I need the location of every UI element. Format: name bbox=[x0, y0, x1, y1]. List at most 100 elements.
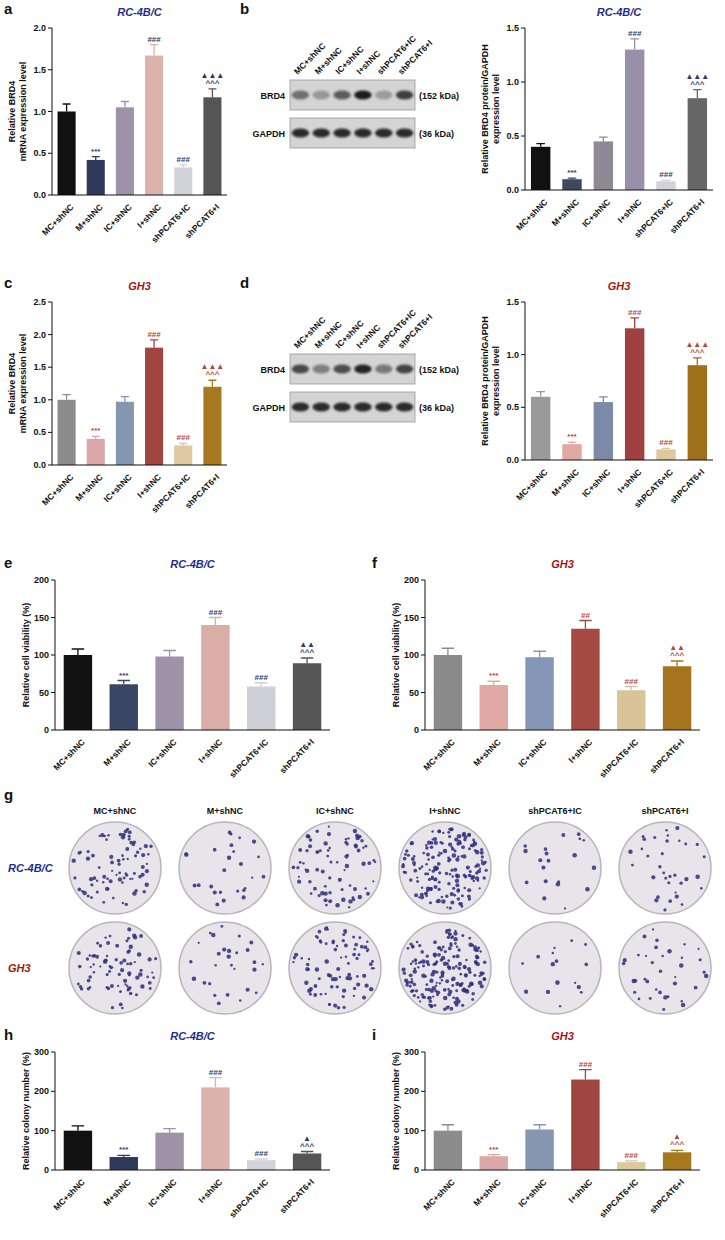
colony bbox=[541, 866, 545, 870]
colony bbox=[661, 852, 664, 855]
panel-label: h bbox=[4, 1026, 13, 1043]
error-bar bbox=[163, 651, 176, 657]
colony bbox=[431, 830, 433, 832]
colony bbox=[414, 958, 418, 962]
colony bbox=[357, 849, 361, 853]
colony bbox=[355, 957, 358, 960]
bar bbox=[110, 684, 138, 730]
colony bbox=[144, 844, 148, 848]
y-axis-label: Relative BRD4 protein/GAPDHexpression le… bbox=[480, 316, 501, 446]
colony bbox=[432, 838, 434, 840]
blot-strip bbox=[290, 118, 415, 148]
colony bbox=[315, 868, 319, 872]
y-tick-label: 0 bbox=[44, 725, 49, 735]
colony bbox=[452, 996, 455, 999]
colony bbox=[364, 845, 367, 848]
colony bbox=[683, 943, 685, 945]
colony bbox=[643, 934, 647, 938]
colony bbox=[344, 841, 347, 844]
colony bbox=[413, 968, 416, 971]
colony bbox=[120, 968, 124, 972]
colony bbox=[652, 928, 654, 930]
colony bbox=[436, 994, 439, 997]
blot-band bbox=[375, 365, 393, 374]
y-axis-label-line: mRNA expression level bbox=[18, 334, 28, 434]
colony bbox=[343, 929, 347, 933]
y-tick bbox=[48, 195, 52, 196]
colony bbox=[666, 995, 669, 998]
significance-mark: ### bbox=[659, 170, 673, 179]
colony bbox=[324, 993, 326, 995]
colony bbox=[440, 852, 443, 855]
colony bbox=[703, 855, 706, 858]
error-bar bbox=[630, 318, 639, 329]
colony bbox=[87, 987, 90, 990]
colony bbox=[426, 954, 429, 957]
colony bbox=[362, 974, 366, 978]
blot-band bbox=[354, 129, 372, 138]
y-axis-label-line: Relative BRD4 bbox=[7, 353, 17, 415]
colony bbox=[429, 869, 431, 871]
error-bar bbox=[301, 1152, 314, 1154]
y-tick-label: 1.5 bbox=[33, 362, 46, 372]
colony bbox=[479, 971, 483, 975]
colony bbox=[88, 975, 92, 979]
blot-band bbox=[333, 365, 351, 374]
category-label: M+shNC bbox=[550, 197, 581, 228]
y-tick-label: 200 bbox=[34, 575, 49, 585]
category-label: shPCAT6+I bbox=[668, 197, 707, 236]
colony bbox=[542, 896, 546, 900]
y-tick-label: 0 bbox=[414, 725, 419, 735]
colony bbox=[362, 846, 364, 848]
colony bbox=[227, 949, 231, 953]
colony bbox=[127, 927, 131, 931]
colony bbox=[473, 880, 475, 882]
significance-mark: *** bbox=[91, 426, 101, 435]
colony bbox=[439, 982, 441, 984]
error-bar bbox=[662, 180, 671, 181]
plot-area bbox=[64, 618, 322, 731]
colony bbox=[87, 894, 90, 897]
colony bbox=[473, 841, 477, 845]
colony bbox=[308, 958, 310, 960]
colony bbox=[436, 982, 438, 984]
colony bbox=[455, 989, 458, 992]
bar bbox=[203, 97, 221, 195]
colony bbox=[127, 971, 131, 975]
colony bbox=[448, 842, 452, 846]
bar bbox=[64, 1131, 92, 1170]
lane-label: shPCAT6+I bbox=[396, 312, 435, 351]
colony bbox=[696, 843, 699, 846]
column-label: IC+shNC bbox=[316, 806, 354, 816]
colony bbox=[524, 990, 528, 994]
category-label: I+shNC bbox=[616, 197, 644, 225]
dish bbox=[509, 822, 601, 914]
colony bbox=[456, 945, 458, 947]
colony bbox=[410, 963, 413, 966]
colony bbox=[453, 937, 457, 941]
colony bbox=[147, 853, 150, 856]
bar bbox=[145, 348, 163, 465]
colony bbox=[447, 882, 451, 886]
colony bbox=[253, 960, 257, 964]
dish-plate bbox=[399, 822, 491, 914]
category-label: I+shNC bbox=[616, 467, 644, 495]
colony bbox=[555, 959, 559, 963]
blot-band bbox=[375, 129, 393, 138]
y-tick bbox=[521, 407, 525, 408]
colony bbox=[429, 979, 433, 983]
colony bbox=[564, 907, 566, 909]
colony bbox=[123, 876, 126, 879]
y-tick bbox=[48, 334, 52, 335]
colony bbox=[90, 883, 93, 886]
y-axis-label-line: Relative BRD4 protein/GAPDH bbox=[480, 316, 490, 446]
colony bbox=[668, 875, 671, 878]
colony bbox=[474, 960, 478, 964]
error-bar bbox=[630, 39, 639, 50]
colony bbox=[105, 838, 108, 841]
colony bbox=[545, 852, 549, 856]
colony bbox=[214, 964, 216, 966]
y-tick-label: 100 bbox=[34, 1126, 49, 1136]
error-bar bbox=[63, 104, 71, 112]
colony bbox=[695, 874, 700, 879]
